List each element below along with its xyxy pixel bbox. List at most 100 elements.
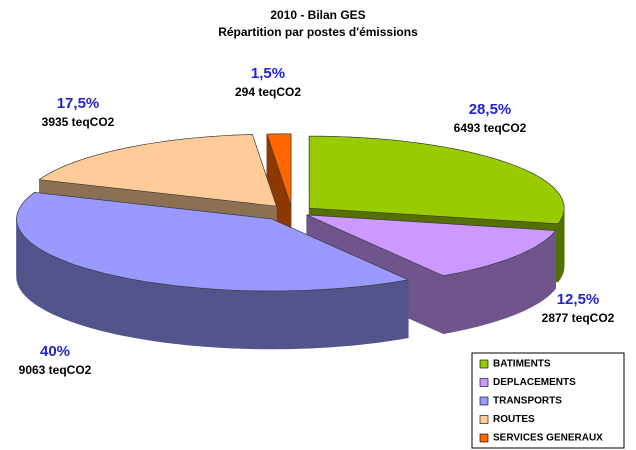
legend-swatch: [479, 415, 489, 424]
slice-side: [112, 274, 122, 336]
data-label: 12,5%: [557, 291, 600, 308]
slice-side: [293, 290, 305, 350]
legend-swatch: [479, 433, 489, 443]
slice-side: [543, 238, 548, 301]
legend-swatch: [479, 378, 489, 387]
legend-label: TRANSPORTS: [493, 396, 562, 407]
slice-side: [451, 272, 461, 333]
data-label: 17,5%: [57, 95, 100, 112]
data-sublabel: 6493 teqCO2: [454, 121, 527, 135]
slice-side: [173, 285, 184, 345]
slice-side: [192, 287, 204, 347]
legend-label: BATIMENTS: [493, 359, 551, 370]
slice-side: [90, 269, 98, 330]
slice-side: [129, 278, 139, 339]
slice-side: [443, 273, 453, 335]
slice-side: [467, 268, 476, 330]
slice-side: [164, 284, 175, 344]
slice-side: [552, 229, 556, 293]
slice-side: [20, 231, 24, 294]
slice-side: [242, 290, 254, 350]
slice-side: [303, 289, 315, 349]
slice-side: [97, 271, 106, 332]
slice-side: [283, 290, 295, 350]
slice: [308, 135, 565, 283]
chart-subtitle: Répartition par postes d'émissions: [218, 25, 418, 39]
slice-side: [475, 266, 484, 328]
slice-top: [16, 192, 410, 292]
slice-side: [76, 264, 84, 326]
slice-side: [333, 287, 344, 348]
legend-box: [471, 352, 625, 449]
slice-side: [381, 282, 391, 343]
slice-side: [34, 245, 40, 307]
slice-side: [82, 267, 91, 328]
slice-side: [459, 270, 469, 331]
slice-side: [212, 288, 224, 348]
data-label: 28,5%: [469, 101, 512, 118]
slice-side: [323, 288, 335, 348]
slice-side: [313, 289, 325, 349]
slice-side: [352, 285, 364, 346]
slice-side: [557, 220, 561, 283]
legend-swatch: [479, 359, 489, 369]
data-label: 40%: [40, 343, 70, 360]
slice-side: [42, 250, 49, 313]
slice-side: [30, 242, 36, 305]
slice-side: [509, 255, 516, 318]
slice-top: [266, 133, 292, 206]
data-sublabel: 2877 teqCO2: [542, 311, 615, 325]
slice-top: [38, 134, 277, 207]
data-sublabel: 294 teqCO2: [235, 85, 301, 99]
data-label: 1,5%: [251, 65, 285, 82]
slice-side: [232, 289, 244, 349]
slice-top: [308, 135, 565, 225]
slice: [16, 191, 410, 350]
slice-side: [482, 264, 491, 326]
slice-side: [535, 243, 541, 306]
slice-side: [22, 233, 26, 297]
slice-side: [390, 280, 400, 341]
slice-side: [104, 273, 114, 334]
slice-side: [520, 251, 527, 313]
slice-side: [58, 257, 65, 320]
slice-side: [489, 262, 497, 324]
slice-side: [47, 253, 54, 315]
slice-side: [371, 283, 382, 344]
slice-side: [183, 286, 194, 346]
slice-side: [24, 236, 29, 300]
slice-side: [515, 253, 522, 315]
slice-side: [120, 276, 130, 338]
slice-side: [252, 290, 264, 350]
slice-side: [343, 286, 354, 347]
slice-side: [496, 260, 504, 322]
slice-side: [547, 235, 551, 298]
slice-side: [525, 248, 532, 311]
legend-label: ROUTES: [493, 414, 535, 425]
slice-side: [273, 290, 284, 350]
legend-swatch: [479, 396, 489, 406]
slice-side: [146, 281, 157, 342]
slice-side: [550, 232, 554, 295]
slice-side: [362, 284, 373, 345]
legend-label: DEPLACEMENTS: [493, 377, 576, 388]
slice-side: [155, 282, 166, 343]
slice-side: [137, 279, 148, 341]
slice-side: [69, 262, 77, 324]
slice-side: [27, 239, 32, 302]
slice-side: [262, 290, 274, 350]
data-sublabel: 3935 teqCO2: [42, 115, 115, 129]
slice-side: [222, 289, 234, 349]
slice-side: [63, 260, 71, 322]
legend-label: SERVICES GENERAUX: [493, 433, 603, 444]
slice-side: [38, 247, 44, 310]
slice-side: [530, 246, 537, 308]
chart-title: 2010 - Bilan GES: [270, 8, 365, 22]
slice-side: [202, 287, 214, 348]
slice-side: [399, 279, 409, 340]
slice-side: [539, 240, 545, 303]
slice-side: [502, 258, 510, 320]
data-sublabel: 9063 teqCO2: [19, 363, 92, 377]
slice-side: [52, 255, 59, 317]
